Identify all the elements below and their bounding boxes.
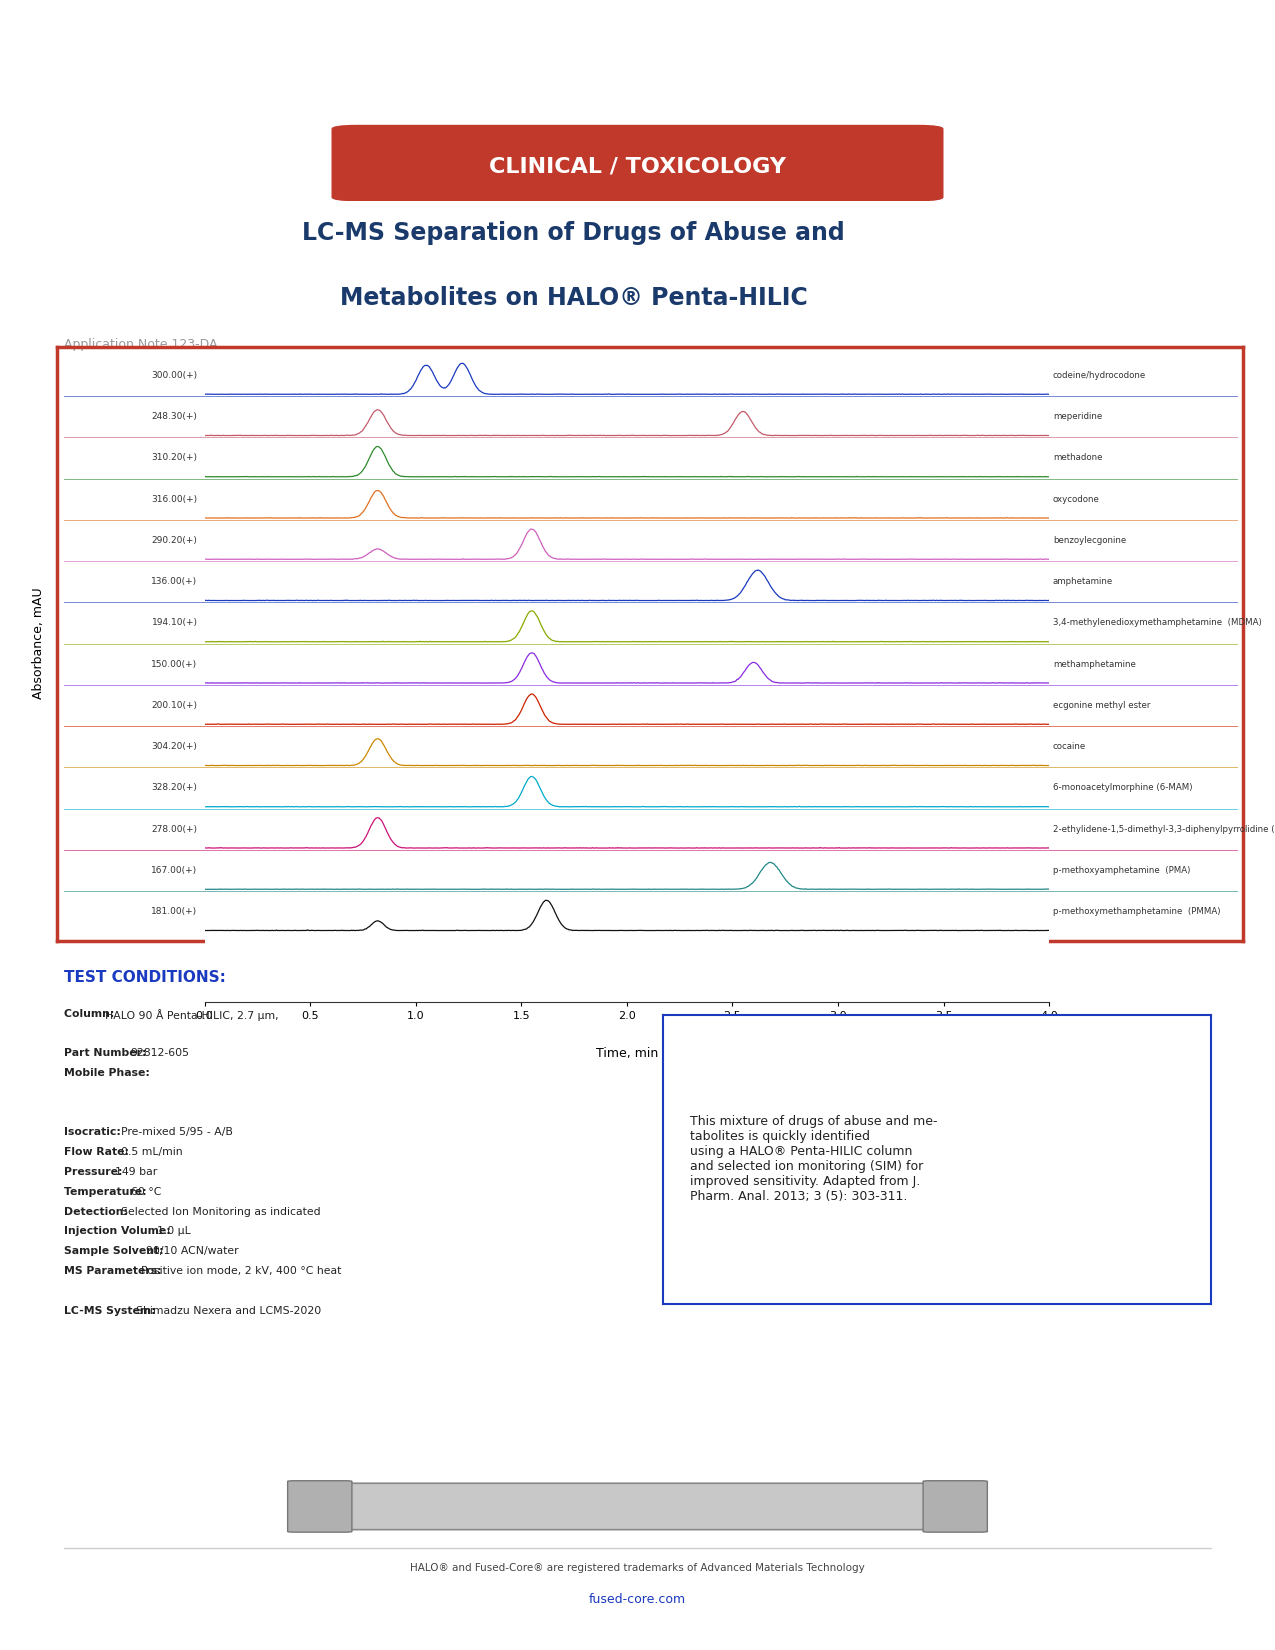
Text: meperidine: meperidine: [1053, 412, 1102, 421]
FancyBboxPatch shape: [332, 125, 944, 201]
Text: Mobile Phase:: Mobile Phase:: [64, 1068, 149, 1077]
FancyBboxPatch shape: [288, 1480, 352, 1533]
Text: LC-MS System:: LC-MS System:: [64, 1305, 159, 1315]
Text: 150.00(+): 150.00(+): [152, 660, 198, 668]
Text: TEST CONDITIONS:: TEST CONDITIONS:: [64, 970, 226, 985]
Text: 304.20(+): 304.20(+): [152, 742, 198, 751]
Text: p-methoxymethamphetamine  (PMMA): p-methoxymethamphetamine (PMMA): [1053, 908, 1220, 916]
Text: cocaine: cocaine: [1053, 742, 1086, 751]
Text: codeine/hydrocodone: codeine/hydrocodone: [1053, 371, 1146, 380]
Text: Metabolites on HALO® Penta-HILIC: Metabolites on HALO® Penta-HILIC: [340, 285, 807, 310]
Text: 6-monoacetylmorphine (6-MAM): 6-monoacetylmorphine (6-MAM): [1053, 784, 1192, 792]
Text: Pre-mixed 5/95 - A/B: Pre-mixed 5/95 - A/B: [121, 1127, 232, 1137]
Text: 316.00(+): 316.00(+): [152, 495, 198, 503]
Text: 1.0 μL: 1.0 μL: [157, 1226, 190, 1236]
Text: Sample Solvent:: Sample Solvent:: [64, 1246, 167, 1256]
Text: 90/10 ACN/water: 90/10 ACN/water: [147, 1246, 238, 1256]
Text: 3,4-methylenedioxymethamphetamine  (MDMA): 3,4-methylenedioxymethamphetamine (MDMA): [1053, 619, 1261, 627]
Text: amphetamine: amphetamine: [1053, 578, 1113, 586]
Text: p-methoxyamphetamine  (PMA): p-methoxyamphetamine (PMA): [1053, 866, 1190, 874]
Text: Selected Ion Monitoring as indicated: Selected Ion Monitoring as indicated: [121, 1206, 320, 1216]
Text: 194.10(+): 194.10(+): [152, 619, 198, 627]
Text: Shimadzu Nexera and LCMS-2020: Shimadzu Nexera and LCMS-2020: [136, 1305, 321, 1315]
Text: 2-ethylidene-1,5-dimethyl-3,3-diphenylpyrrolidine (EDDP): 2-ethylidene-1,5-dimethyl-3,3-diphenylpy…: [1053, 825, 1275, 833]
Text: Flow Rate:: Flow Rate:: [64, 1147, 133, 1157]
Text: 0.5 mL/min: 0.5 mL/min: [121, 1147, 182, 1157]
Text: Temperature:: Temperature:: [64, 1186, 150, 1196]
Text: HALO: HALO: [551, 31, 724, 82]
FancyBboxPatch shape: [302, 1483, 973, 1530]
Text: 248.30(+): 248.30(+): [152, 412, 198, 421]
Text: 290.20(+): 290.20(+): [152, 536, 198, 544]
Text: oxycodone: oxycodone: [1053, 495, 1100, 503]
Text: methadone: methadone: [1053, 454, 1103, 462]
Text: Pressure:: Pressure:: [64, 1167, 126, 1176]
Text: Detection:: Detection:: [64, 1206, 131, 1216]
Text: 278.00(+): 278.00(+): [152, 825, 198, 833]
Text: 167.00(+): 167.00(+): [152, 866, 198, 874]
Text: Time, min: Time, min: [595, 1048, 658, 1059]
Text: Injection Volume:: Injection Volume:: [64, 1226, 175, 1236]
Text: Positive ion mode, 2 kV, 400 °C heat: Positive ion mode, 2 kV, 400 °C heat: [142, 1266, 342, 1275]
Text: HALO 90 Å Penta-HILIC, 2.7 μm,: HALO 90 Å Penta-HILIC, 2.7 μm,: [105, 1008, 279, 1021]
Text: HALO® and Fused-Core® are registered trademarks of Advanced Materials Technology: HALO® and Fused-Core® are registered tra…: [411, 1563, 864, 1572]
Text: 60 °C: 60 °C: [131, 1186, 161, 1196]
Text: 200.10(+): 200.10(+): [152, 701, 198, 710]
Text: Isocratic:: Isocratic:: [64, 1127, 125, 1137]
Text: 328.20(+): 328.20(+): [152, 784, 198, 792]
Text: methamphetamine: methamphetamine: [1053, 660, 1136, 668]
Text: CLINICAL / TOXICOLOGY: CLINICAL / TOXICOLOGY: [490, 157, 785, 177]
Text: Application Note 123-DA: Application Note 123-DA: [64, 338, 217, 351]
Text: 149 bar: 149 bar: [115, 1167, 158, 1176]
Text: fused-core.com: fused-core.com: [589, 1594, 686, 1607]
Text: Column:: Column:: [64, 1008, 117, 1018]
Text: 92812-605: 92812-605: [131, 1048, 190, 1058]
FancyBboxPatch shape: [923, 1480, 987, 1533]
Text: 310.20(+): 310.20(+): [152, 454, 198, 462]
Text: ecgonine methyl ester: ecgonine methyl ester: [1053, 701, 1150, 710]
Text: 136.00(+): 136.00(+): [152, 578, 198, 586]
Text: This mixture of drugs of abuse and me-
tabolites is quickly identified
using a H: This mixture of drugs of abuse and me- t…: [691, 1115, 938, 1203]
Text: Part Number:: Part Number:: [64, 1048, 150, 1058]
Text: MS Parameters:: MS Parameters:: [64, 1266, 166, 1275]
Text: benzoylecgonine: benzoylecgonine: [1053, 536, 1126, 544]
Text: 300.00(+): 300.00(+): [152, 371, 198, 380]
Text: LC-MS Separation of Drugs of Abuse and: LC-MS Separation of Drugs of Abuse and: [302, 221, 845, 246]
Text: 181.00(+): 181.00(+): [152, 908, 198, 916]
Text: Absorbance, mAU: Absorbance, mAU: [32, 587, 45, 700]
